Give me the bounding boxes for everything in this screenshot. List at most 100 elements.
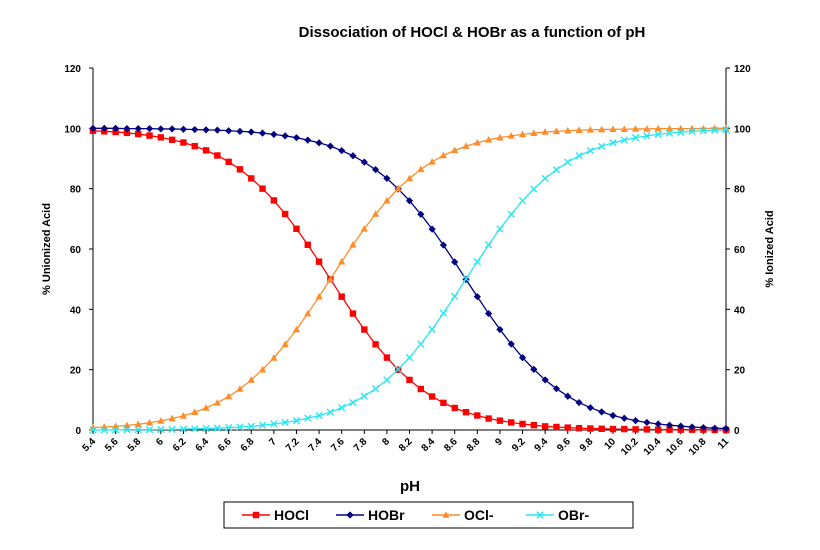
data-point-obr bbox=[213, 424, 222, 432]
x-tick-label: 5.4 bbox=[81, 436, 99, 454]
left-y-tick-label: 0 bbox=[75, 426, 81, 437]
chart-title: Dissociation of HOCl & HOBr as a functio… bbox=[299, 24, 646, 41]
data-point-hobr bbox=[213, 126, 221, 134]
data-point-hobr bbox=[304, 136, 312, 144]
data-point-hocl bbox=[508, 419, 515, 426]
legend-label: OCl- bbox=[464, 507, 494, 523]
data-point-hobr bbox=[225, 127, 233, 135]
data-point-ocl bbox=[247, 376, 255, 383]
data-point-ocl bbox=[145, 418, 154, 426]
data-point-ocl bbox=[552, 127, 561, 135]
data-point-hocl bbox=[168, 136, 176, 143]
data-point-ocl bbox=[620, 125, 628, 133]
data-point-obr bbox=[586, 146, 595, 155]
data-point-hobr bbox=[112, 124, 120, 132]
data-point-obr bbox=[281, 418, 289, 427]
data-point-obr bbox=[518, 197, 527, 205]
data-point-ocl bbox=[270, 354, 278, 361]
legend-label: HOCl bbox=[274, 507, 309, 523]
data-point-hobr bbox=[688, 423, 696, 431]
data-point-hocl bbox=[474, 412, 481, 419]
data-point-ocl bbox=[485, 135, 493, 143]
left-y-tick-label: 40 bbox=[70, 305, 82, 316]
data-point-ocl bbox=[281, 340, 289, 348]
data-point-obr bbox=[111, 426, 120, 434]
data-point-obr bbox=[304, 414, 312, 422]
data-point-hobr bbox=[631, 417, 640, 425]
data-point-obr bbox=[564, 158, 572, 166]
data-point-hocl bbox=[383, 354, 391, 361]
data-point-hocl bbox=[293, 225, 300, 232]
data-point-hobr bbox=[179, 125, 188, 133]
right-y-tick-label: 100 bbox=[734, 124, 751, 135]
data-point-hocl bbox=[123, 129, 131, 137]
data-point-hocl bbox=[349, 310, 357, 317]
data-point-ocl bbox=[428, 158, 436, 165]
left-y-tick-label: 20 bbox=[70, 366, 82, 377]
data-point-ocl bbox=[202, 404, 210, 411]
x-tick-label: 7.2 bbox=[284, 436, 302, 454]
data-point-hobr bbox=[428, 225, 436, 233]
data-point-obr bbox=[722, 126, 730, 134]
data-point-hocl bbox=[248, 175, 255, 182]
data-point-ocl bbox=[360, 224, 368, 232]
data-point-hocl bbox=[259, 185, 266, 192]
data-point-hobr bbox=[451, 258, 459, 266]
data-point-hocl bbox=[598, 425, 605, 432]
data-point-hocl bbox=[564, 424, 571, 431]
data-point-hobr bbox=[123, 125, 131, 133]
data-point-hobr bbox=[292, 134, 301, 142]
x-tick-label: 5.8 bbox=[126, 436, 144, 454]
data-point-ocl bbox=[473, 139, 481, 146]
legend-label: OBr- bbox=[558, 507, 589, 523]
data-point-hocl bbox=[372, 341, 379, 348]
data-point-ocl bbox=[394, 184, 402, 192]
series-ocl bbox=[89, 124, 730, 431]
data-point-hocl bbox=[202, 147, 210, 154]
data-point-ocl bbox=[134, 420, 142, 428]
data-point-hobr bbox=[100, 124, 108, 132]
data-point-obr bbox=[315, 411, 323, 420]
data-point-hobr bbox=[349, 152, 357, 160]
data-point-obr bbox=[484, 241, 493, 249]
data-point-ocl bbox=[349, 240, 357, 248]
left-y-tick-label: 80 bbox=[70, 185, 82, 196]
data-point-obr bbox=[496, 225, 504, 233]
data-point-obr bbox=[123, 426, 131, 434]
x-tick-label: 7.6 bbox=[329, 436, 347, 454]
data-point-obr bbox=[405, 353, 414, 362]
data-point-obr bbox=[349, 398, 357, 407]
data-point-obr bbox=[179, 425, 188, 433]
data-point-ocl bbox=[575, 126, 583, 133]
data-point-hocl bbox=[270, 197, 278, 204]
data-point-ocl bbox=[383, 196, 391, 204]
data-point-ocl bbox=[371, 210, 380, 217]
x-tick-label: 9.2 bbox=[510, 436, 528, 454]
data-point-ocl bbox=[326, 275, 334, 282]
data-point-obr bbox=[575, 152, 583, 160]
data-point-obr bbox=[224, 423, 233, 432]
data-point-hocl bbox=[406, 376, 413, 384]
x-tick-label: 7 bbox=[267, 436, 279, 448]
right-y-tick-label: 20 bbox=[734, 366, 746, 377]
x-tick-label: 9.8 bbox=[578, 436, 596, 454]
series-hobr bbox=[89, 124, 730, 433]
data-point-hocl bbox=[496, 417, 504, 424]
data-point-hobr bbox=[383, 174, 391, 183]
data-point-obr bbox=[134, 426, 142, 434]
series-obr bbox=[89, 126, 730, 434]
data-point-hobr bbox=[338, 147, 346, 155]
x-tick-label: 8.4 bbox=[420, 436, 438, 454]
data-point-hobr bbox=[530, 365, 538, 373]
data-point-hocl bbox=[553, 423, 560, 431]
legend-item-hocl: HOCl bbox=[242, 507, 309, 523]
data-point-obr bbox=[145, 426, 154, 434]
data-point-obr bbox=[462, 275, 470, 283]
data-point-obr bbox=[247, 422, 255, 431]
x-tick-label: 5.6 bbox=[103, 436, 121, 454]
data-point-hocl bbox=[440, 399, 447, 407]
x-tick-label: 10.8 bbox=[687, 436, 709, 458]
right-y-tick-label: 60 bbox=[734, 245, 746, 256]
data-point-ocl bbox=[451, 146, 459, 154]
data-point-hobr bbox=[202, 126, 210, 134]
